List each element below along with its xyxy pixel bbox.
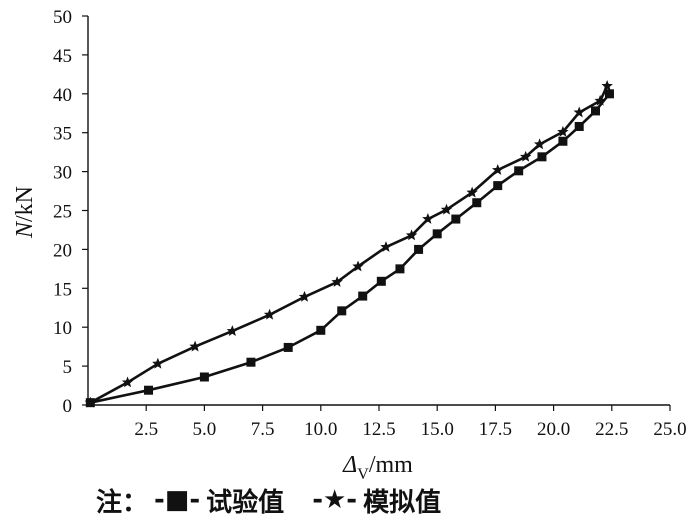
x-tick-label: 25.0 bbox=[653, 419, 686, 440]
legend-star-marker: -★- bbox=[312, 485, 358, 515]
y-tick-label: 35 bbox=[53, 124, 72, 145]
data-point-square bbox=[514, 166, 524, 176]
y-tick-label: 25 bbox=[53, 202, 72, 223]
data-point-square bbox=[591, 106, 601, 116]
y-tick-label: 15 bbox=[53, 279, 72, 300]
data-point-star bbox=[121, 376, 134, 388]
data-point-star bbox=[519, 150, 532, 162]
data-point-square bbox=[246, 357, 256, 367]
data-point-star bbox=[422, 213, 434, 224]
series-simulated bbox=[84, 80, 613, 408]
x-tick-label: 22.5 bbox=[595, 419, 628, 440]
y-tick-labels: 0 5 10 15 20 25 30 35 40 45 50 bbox=[53, 7, 72, 417]
data-point-square bbox=[472, 198, 482, 208]
x-tick-label: 17.5 bbox=[479, 419, 512, 440]
data-point-star bbox=[405, 229, 418, 241]
data-point-square bbox=[574, 121, 584, 131]
legend-square-marker: -■- bbox=[154, 485, 201, 515]
data-point-star bbox=[84, 396, 97, 408]
x-axis-title: ΔV/mm bbox=[342, 452, 413, 480]
legend-label-experimental: 试验值 bbox=[206, 487, 285, 518]
y-tick-label: 10 bbox=[53, 318, 72, 339]
data-point-square bbox=[493, 181, 503, 191]
data-point-star bbox=[466, 186, 478, 198]
y-tick-label: 5 bbox=[63, 357, 73, 378]
series-line bbox=[90, 92, 611, 404]
data-point-square bbox=[604, 89, 614, 99]
x-axis-label: ΔV/mm bbox=[342, 452, 413, 480]
x-tick-label: 20.0 bbox=[537, 419, 570, 440]
x-tick-label: 2.5 bbox=[134, 419, 158, 440]
data-point-square bbox=[558, 136, 568, 146]
x-tick-label: 7.5 bbox=[251, 419, 275, 440]
x-tick-label: 15.0 bbox=[421, 419, 454, 440]
x-tick-label: 12.5 bbox=[362, 419, 395, 440]
x-tick-label: 10.0 bbox=[304, 419, 337, 440]
y-axis-title: N/kN bbox=[12, 186, 38, 239]
data-point-square bbox=[337, 306, 347, 316]
data-point-square bbox=[358, 291, 368, 301]
data-point-star bbox=[189, 340, 201, 352]
y-tick-label: 30 bbox=[53, 163, 72, 184]
y-tick-label: 45 bbox=[53, 46, 72, 67]
y-tick-label: 20 bbox=[53, 240, 72, 261]
series-group bbox=[84, 80, 614, 408]
data-point-star bbox=[557, 125, 569, 137]
data-point-star bbox=[594, 94, 606, 106]
data-point-star bbox=[492, 164, 504, 175]
axes bbox=[82, 15, 671, 411]
series-experimental bbox=[85, 89, 614, 408]
data-point-star bbox=[440, 203, 453, 215]
data-point-square bbox=[316, 325, 326, 335]
data-point-star bbox=[380, 241, 392, 252]
series-line bbox=[89, 85, 609, 404]
data-point-square bbox=[432, 229, 442, 239]
legend: 注： -■- 试验值 -★- 模拟值 bbox=[96, 482, 441, 518]
legend-label-simulated: 模拟值 bbox=[363, 487, 442, 518]
x-tick-label: 5.0 bbox=[193, 419, 217, 440]
data-point-square bbox=[395, 264, 405, 274]
data-point-square bbox=[414, 244, 424, 254]
data-point-square bbox=[376, 276, 386, 286]
data-point-square bbox=[451, 214, 461, 224]
x-tick-labels: 2.5 5.0 7.5 10.0 12.5 15.0 17.5 20.0 22.5 25.0 bbox=[134, 419, 686, 440]
data-point-square bbox=[537, 152, 547, 162]
data-point-square bbox=[283, 342, 293, 352]
data-point-star bbox=[298, 290, 311, 302]
data-point-star bbox=[226, 325, 239, 336]
y-tick-label: 0 bbox=[63, 396, 73, 417]
data-point-star bbox=[152, 357, 164, 369]
data-point-star bbox=[263, 308, 276, 320]
y-tick-label: 50 bbox=[53, 7, 72, 28]
chart-area: N/kN 0 5 10 15 20 25 30 35 40 45 50 2.5 5.0 7.5 10.0 1… bbox=[12, 7, 687, 480]
data-point-star bbox=[331, 276, 343, 287]
data-point-star bbox=[601, 80, 613, 91]
data-point-star bbox=[573, 106, 585, 118]
data-point-star bbox=[533, 138, 546, 150]
data-point-square bbox=[199, 372, 209, 382]
legend-prefix: 注： bbox=[96, 487, 149, 518]
data-point-square bbox=[144, 385, 154, 395]
data-point-star bbox=[352, 260, 364, 272]
y-tick-label: 40 bbox=[53, 85, 72, 106]
y-axis-label: N/kN bbox=[12, 186, 38, 239]
